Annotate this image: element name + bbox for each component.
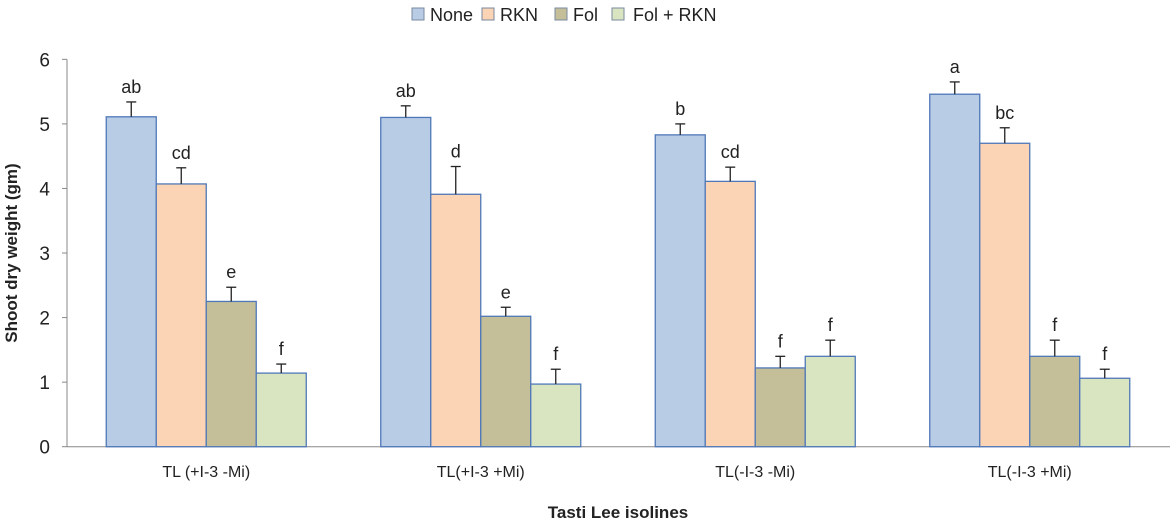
significance-letter: bc bbox=[995, 103, 1014, 123]
bar-fol-rkn bbox=[804, 355, 856, 448]
bar-rkn bbox=[155, 183, 207, 448]
x-tick-label: TL(+I-3 +Mi) bbox=[437, 464, 525, 481]
bar-rkn bbox=[430, 193, 482, 448]
y-tick-label: 1 bbox=[39, 373, 50, 394]
significance-letter: cd bbox=[172, 143, 191, 163]
legend-swatch bbox=[611, 7, 625, 21]
y-tick-label: 5 bbox=[39, 115, 50, 136]
x-axis-label: Tasti Lee isolines bbox=[548, 503, 688, 522]
legend-swatch bbox=[411, 7, 425, 21]
bar-rkn bbox=[979, 142, 1031, 448]
significance-letter: ab bbox=[121, 77, 141, 97]
bar-fol bbox=[1029, 355, 1081, 448]
bar-fol-rkn bbox=[530, 383, 582, 448]
significance-letter: f bbox=[279, 339, 285, 359]
y-tick-label: 0 bbox=[39, 438, 50, 459]
significance-letter: ab bbox=[396, 81, 416, 101]
x-tick-label: TL(-I-3 -Mi) bbox=[715, 464, 795, 481]
y-axis-label: Shoot dry weight (gm) bbox=[2, 163, 21, 342]
bar-rkn bbox=[704, 180, 756, 448]
significance-letter: cd bbox=[721, 142, 740, 162]
legend-label: Fol bbox=[573, 5, 598, 25]
bar-fol bbox=[754, 367, 806, 448]
significance-letter: f bbox=[1052, 315, 1058, 335]
y-tick-label: 4 bbox=[39, 179, 50, 200]
y-tick-label: 3 bbox=[39, 244, 50, 265]
significance-letter: f bbox=[1102, 344, 1108, 364]
legend-label: Fol + RKN bbox=[633, 5, 717, 25]
significance-letter: e bbox=[226, 262, 236, 282]
significance-letter: f bbox=[778, 331, 784, 351]
bar-none bbox=[929, 93, 981, 448]
significance-letter: d bbox=[451, 142, 461, 162]
significance-letter: a bbox=[950, 57, 961, 77]
legend-swatch bbox=[481, 7, 495, 21]
legend-label: RKN bbox=[500, 5, 538, 25]
bar-fol bbox=[480, 315, 532, 448]
legend-label: None bbox=[430, 5, 473, 25]
bar-none bbox=[380, 116, 432, 448]
bar-none bbox=[105, 116, 157, 448]
significance-letter: f bbox=[553, 344, 559, 364]
significance-letter: f bbox=[828, 315, 834, 335]
x-tick-label: TL(-I-3 +Mi) bbox=[988, 464, 1072, 481]
legend-swatch bbox=[554, 7, 568, 21]
bar-fol-rkn bbox=[255, 372, 307, 448]
y-tick-label: 2 bbox=[39, 309, 50, 330]
bar-fol bbox=[205, 300, 257, 448]
x-tick-label: TL (+I-3 -Mi) bbox=[162, 464, 250, 481]
bar-none bbox=[654, 134, 706, 448]
significance-letter: e bbox=[501, 282, 511, 302]
significance-letter: b bbox=[675, 99, 685, 119]
bar-fol-rkn bbox=[1079, 377, 1131, 448]
y-tick-label: 6 bbox=[39, 50, 50, 71]
